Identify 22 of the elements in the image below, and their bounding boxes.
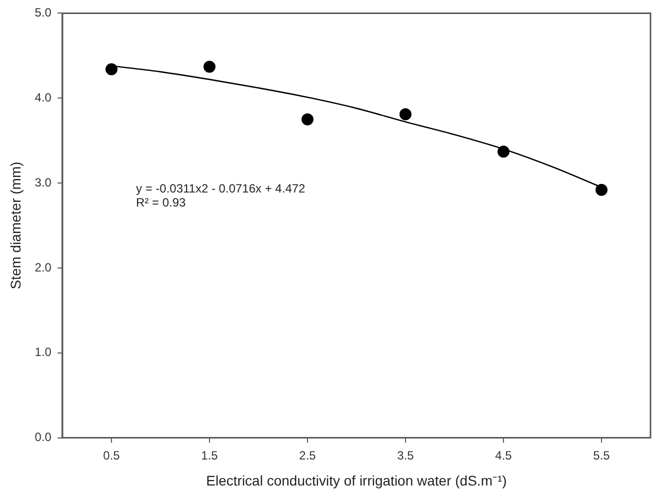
- y-tick-label: 4.0: [34, 90, 52, 104]
- point: [301, 113, 314, 126]
- x-tick-label: 2.5: [299, 448, 316, 462]
- point: [105, 63, 118, 76]
- y-tick-label: 5.0: [34, 6, 52, 20]
- point: [203, 60, 216, 73]
- x-axis-title: Electrical conductivity of irrigation water (dS.m⁻¹): [206, 472, 507, 488]
- annotation: R² = 0.93: [136, 195, 186, 210]
- y-tick-label: 0.0: [34, 430, 52, 444]
- point: [497, 146, 510, 158]
- annotation: y = -0.0311x2 - 0.0716x + 4.472: [136, 181, 306, 196]
- x-tick-label: 3.5: [397, 448, 414, 462]
- y-axis-title: Stem diameter (mm): [7, 162, 24, 290]
- x-tick-label: 0.5: [103, 448, 120, 462]
- y-tick-label: 2.0: [34, 260, 52, 274]
- y-tick-label: 1.0: [34, 345, 52, 360]
- x-tick-label: 1.5: [201, 448, 218, 462]
- y-tick-label: 3.0: [34, 175, 52, 190]
- x-tick-label: 5.5: [593, 448, 610, 462]
- x-tick-label: 4.5: [495, 448, 512, 462]
- point: [596, 184, 608, 196]
- point: [399, 108, 412, 120]
